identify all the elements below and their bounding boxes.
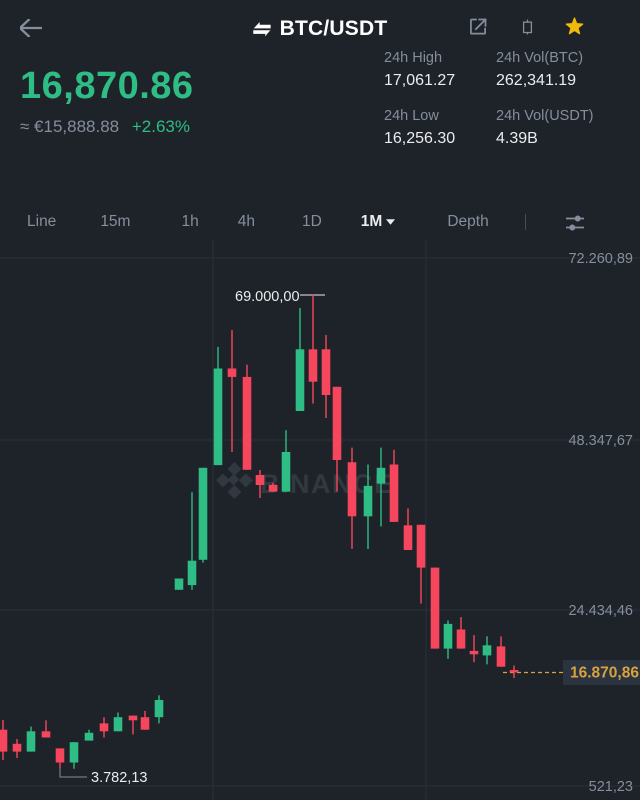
- svg-text:69.000,00: 69.000,00: [235, 289, 300, 305]
- svg-text:48.347,67: 48.347,67: [568, 433, 633, 449]
- svg-text:3.782,13: 3.782,13: [91, 770, 147, 786]
- svg-text:BINANCE: BINANCE: [260, 469, 394, 499]
- svg-text:521,23: 521,23: [589, 779, 633, 795]
- svg-text:24.434,46: 24.434,46: [568, 603, 633, 619]
- svg-text:16.870,86: 16.870,86: [570, 665, 639, 682]
- svg-text:72.260,89: 72.260,89: [568, 251, 633, 267]
